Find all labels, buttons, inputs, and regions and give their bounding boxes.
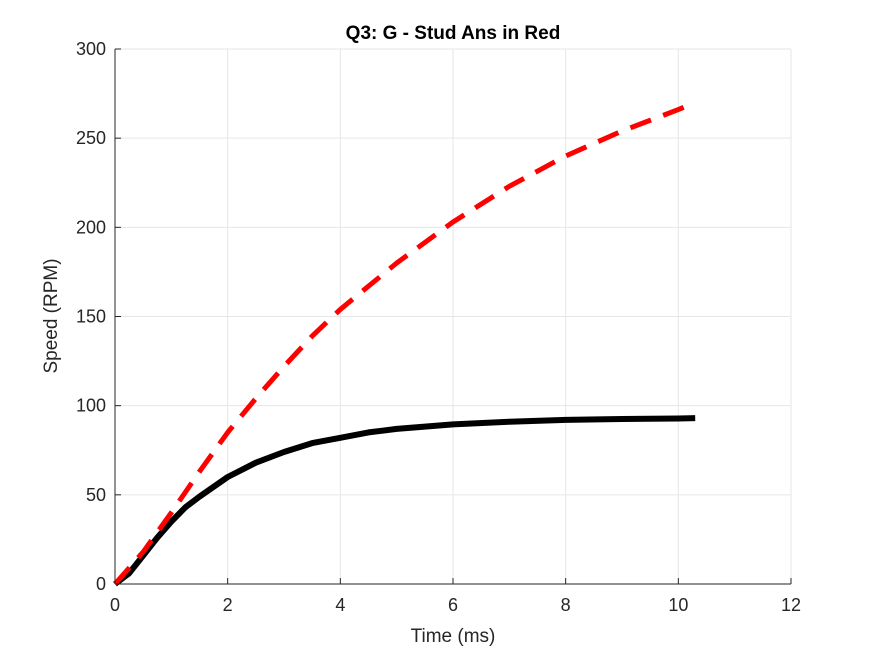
x-tick-label: 12	[781, 595, 801, 615]
y-tick-label: 150	[76, 307, 106, 327]
tick-labels: 0 2 4 6 8 10 12 0 50 100 150 200 250 300	[76, 39, 801, 615]
x-tick-label: 4	[335, 595, 345, 615]
y-tick-label: 300	[76, 39, 106, 59]
y-tick-label: 50	[86, 485, 106, 505]
x-tick-label: 10	[668, 595, 688, 615]
axes	[114, 48, 792, 585]
x-tick-label: 8	[561, 595, 571, 615]
x-tick-label: 0	[110, 595, 120, 615]
x-axis-label: Time (ms)	[411, 626, 496, 647]
y-tick-label: 0	[96, 574, 106, 594]
x-tick-label: 6	[448, 595, 458, 615]
x-tick-label: 2	[223, 595, 233, 615]
y-tick-label: 100	[76, 396, 106, 416]
series-line-1	[113, 415, 696, 587]
y-axis-label: Speed (RPM)	[41, 258, 62, 373]
chart-title: Q3: G - Stud Ans in Red	[346, 23, 561, 44]
series-line-2	[113, 100, 697, 586]
y-tick-label: 250	[76, 128, 106, 148]
y-tick-label: 200	[76, 217, 106, 237]
series-group	[113, 100, 697, 587]
